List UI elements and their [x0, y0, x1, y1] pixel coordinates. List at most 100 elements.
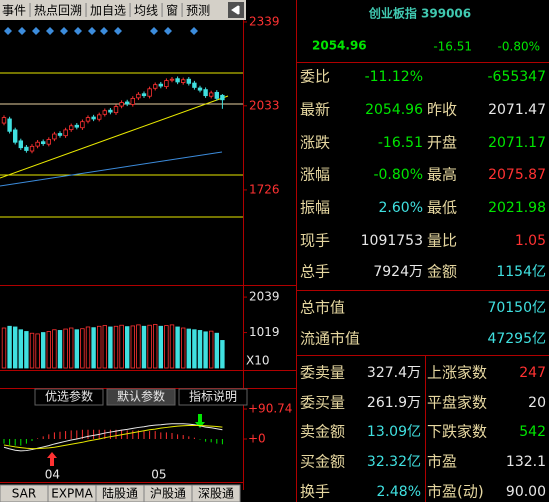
- quote-value: 2071.47: [488, 102, 546, 118]
- indicator-tab[interactable]: [106, 388, 176, 406]
- toolbar-button[interactable]: 加自选: [90, 4, 126, 18]
- candle-body: [1, 117, 7, 124]
- sell-signal: [195, 414, 205, 428]
- candle-body: [208, 92, 214, 97]
- candle-body: [91, 116, 96, 120]
- volume-bar: [74, 329, 79, 369]
- candle-body: [46, 139, 51, 145]
- volume-bar: [130, 325, 135, 369]
- candle-body: [141, 93, 147, 97]
- toolbar-button[interactable]: 事件: [2, 4, 26, 18]
- candle-body: [18, 140, 23, 149]
- quote-change: -16.51: [433, 40, 472, 54]
- toolbar-button[interactable]: 窗: [166, 4, 178, 18]
- quote-label: 总手: [300, 263, 330, 281]
- quote-label: 最高: [427, 166, 457, 184]
- candle-body: [180, 79, 186, 83]
- macd-line: [3, 423, 223, 452]
- quote-label: 委比: [300, 68, 330, 86]
- volume-bar: [203, 331, 208, 369]
- volume-bar: [63, 328, 68, 369]
- indicator-tab-label: 默认参数: [117, 389, 165, 404]
- quote-value: 2054.96: [365, 102, 423, 118]
- volume-bar: [91, 327, 96, 369]
- quote-value: 2075.87: [488, 167, 546, 183]
- bottom-tab-label: SAR: [12, 487, 36, 501]
- quote-value: 70150亿: [487, 300, 546, 316]
- quote-value: 1154亿: [496, 264, 546, 280]
- candle-body: [41, 141, 46, 145]
- quote-label: 金额: [427, 263, 457, 281]
- toolbar-button[interactable]: 预测: [186, 4, 210, 18]
- volume-bar: [220, 340, 225, 369]
- candle-body: [119, 102, 124, 107]
- candle-body: [192, 82, 197, 88]
- quote-label: 开盘: [427, 134, 457, 152]
- indicator-tab[interactable]: [34, 388, 104, 406]
- candle-body: [108, 109, 113, 113]
- quote-label: 卖金额: [300, 423, 345, 441]
- quote-label: 上涨家数: [427, 364, 487, 382]
- volume-bar: [41, 332, 46, 369]
- quote-label: 昨收: [427, 101, 457, 119]
- quote-value: 2021.98: [488, 200, 546, 216]
- quote-label: 量比: [427, 232, 457, 250]
- price-tick-label: 1726: [249, 182, 280, 196]
- volume-bar: [57, 330, 63, 369]
- volume-bar: [119, 324, 124, 369]
- volume-bar: [125, 326, 130, 369]
- quote-value: -0.80%: [373, 167, 423, 183]
- candle-body: [147, 88, 152, 97]
- volume-bar: [197, 330, 203, 369]
- volume-bar: [113, 325, 119, 369]
- quote-value: 542: [519, 424, 546, 440]
- x-axis-label: 04: [45, 468, 60, 482]
- volume-bar: [102, 325, 107, 369]
- quote-value: 2.48%: [377, 484, 421, 500]
- candle-body: [136, 93, 141, 99]
- volume-bar: [80, 328, 85, 369]
- quote-value: -16.51: [378, 135, 423, 151]
- quote-change-pct: -0.80%: [498, 40, 540, 54]
- price-tick-label: 2033: [249, 98, 280, 112]
- quote-label: 现手: [300, 232, 330, 250]
- volume-bar: [69, 327, 74, 369]
- macd-tick-label: +0: [248, 432, 266, 446]
- quote-value: -11.12%: [365, 69, 423, 85]
- candle-body: [169, 78, 175, 81]
- quote-value: 1.05: [515, 233, 546, 249]
- volume-bar: [7, 325, 12, 369]
- quote-price: 2054.96: [312, 39, 367, 53]
- quote-label: 市盈(动): [427, 483, 484, 501]
- price-tick-label: 2339: [249, 14, 280, 28]
- candle-body: [12, 129, 18, 143]
- toolbar-button[interactable]: 热点回溯: [34, 3, 82, 18]
- candle-body: [29, 145, 35, 152]
- volume-bar: [169, 324, 175, 369]
- x-axis-label: 05: [151, 468, 166, 482]
- volume-bar: [186, 328, 191, 369]
- quote-label: 最低: [427, 199, 457, 217]
- candle-body: [97, 114, 102, 120]
- volume-bar: [208, 330, 214, 369]
- quote-value: 132.1: [506, 454, 546, 470]
- quote-label: 买金额: [300, 453, 345, 471]
- candle-body: [24, 146, 29, 151]
- volume-bar: [158, 325, 163, 369]
- quote-label: 市盈: [427, 453, 457, 471]
- bottom-tab-label: 沪股通: [150, 487, 186, 501]
- toolbar-button[interactable]: 均线: [134, 4, 158, 18]
- bottom-tab[interactable]: [191, 484, 241, 502]
- quote-value: 1091753: [361, 233, 423, 249]
- candle-body: [203, 89, 208, 97]
- volume-bar: [141, 325, 147, 369]
- candle-body: [152, 84, 158, 89]
- toolbar: [0, 0, 246, 20]
- quote-value: 7924万: [373, 264, 423, 280]
- volume-bar: [108, 326, 113, 369]
- volume-bar: [52, 329, 57, 369]
- quote-value: 2071.17: [488, 135, 546, 151]
- volume-bar: [136, 324, 141, 369]
- indicator-tab[interactable]: [178, 388, 248, 406]
